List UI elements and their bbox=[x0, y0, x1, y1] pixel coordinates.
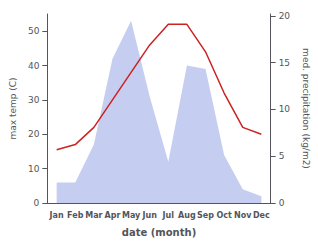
svg-text:Sep: Sep bbox=[197, 211, 214, 220]
svg-text:Aug: Aug bbox=[178, 211, 196, 220]
svg-text:0: 0 bbox=[279, 198, 285, 208]
svg-text:May: May bbox=[122, 211, 141, 220]
svg-text:Jul: Jul bbox=[162, 211, 175, 220]
svg-text:20: 20 bbox=[279, 11, 291, 21]
svg-text:med. precipitation (kg/m2): med. precipitation (kg/m2) bbox=[301, 48, 311, 169]
svg-text:10: 10 bbox=[28, 164, 40, 174]
svg-text:0: 0 bbox=[34, 198, 40, 208]
svg-text:Nov: Nov bbox=[234, 211, 252, 220]
svg-text:5: 5 bbox=[279, 151, 285, 161]
svg-text:Mar: Mar bbox=[85, 211, 102, 220]
svg-text:20: 20 bbox=[28, 129, 40, 139]
svg-text:Dec: Dec bbox=[253, 211, 270, 220]
svg-text:10: 10 bbox=[279, 104, 291, 114]
svg-text:date (month): date (month) bbox=[122, 227, 196, 238]
svg-text:30: 30 bbox=[28, 95, 40, 105]
svg-text:Oct: Oct bbox=[216, 211, 232, 220]
svg-text:Apr: Apr bbox=[105, 211, 121, 220]
svg-text:50: 50 bbox=[28, 26, 40, 36]
svg-text:Jun: Jun bbox=[142, 211, 158, 220]
svg-text:Jan: Jan bbox=[49, 211, 64, 220]
svg-text:15: 15 bbox=[279, 58, 290, 68]
svg-text:Feb: Feb bbox=[67, 211, 84, 220]
svg-text:max temp (C): max temp (C) bbox=[8, 77, 18, 139]
svg-text:40: 40 bbox=[28, 61, 40, 71]
